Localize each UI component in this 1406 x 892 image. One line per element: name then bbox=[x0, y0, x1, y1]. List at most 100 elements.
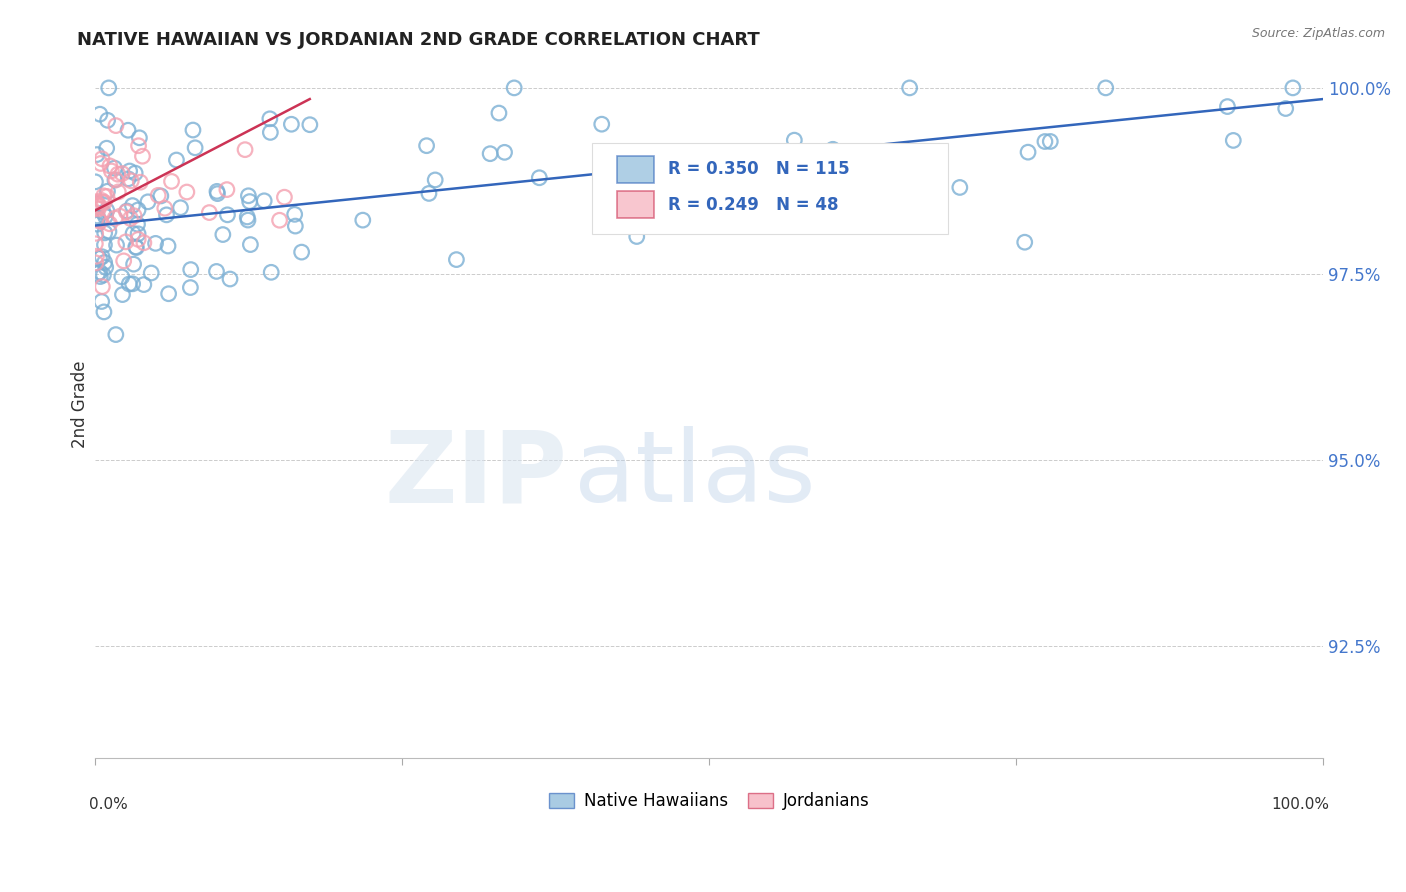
Text: R = 0.350   N = 115: R = 0.350 N = 115 bbox=[668, 161, 851, 178]
Point bbox=[127, 227, 149, 241]
Point bbox=[591, 117, 613, 131]
Point bbox=[153, 201, 176, 215]
Point bbox=[141, 266, 163, 280]
Point bbox=[127, 202, 149, 217]
Point bbox=[157, 239, 180, 253]
Point bbox=[90, 294, 112, 309]
Point bbox=[122, 209, 145, 223]
Point bbox=[93, 255, 115, 269]
Point bbox=[1094, 81, 1116, 95]
Point bbox=[259, 125, 281, 139]
Point bbox=[120, 211, 142, 226]
Text: 0.0%: 0.0% bbox=[89, 797, 128, 812]
Point bbox=[273, 190, 295, 204]
Text: NATIVE HAWAIIAN VS JORDANIAN 2ND GRADE CORRELATION CHART: NATIVE HAWAIIAN VS JORDANIAN 2ND GRADE C… bbox=[77, 31, 761, 49]
Point bbox=[86, 211, 108, 226]
Point bbox=[626, 229, 648, 244]
Point bbox=[238, 188, 260, 202]
Point bbox=[1274, 102, 1296, 116]
Point bbox=[529, 170, 551, 185]
Point bbox=[93, 189, 115, 203]
Point bbox=[236, 213, 259, 227]
Point bbox=[1282, 81, 1305, 95]
Point bbox=[96, 189, 118, 203]
Point bbox=[86, 147, 108, 161]
Point bbox=[284, 219, 307, 233]
Point bbox=[112, 253, 135, 268]
Point bbox=[1222, 133, 1244, 147]
Point bbox=[233, 143, 256, 157]
Point bbox=[253, 194, 276, 208]
Point bbox=[898, 81, 921, 95]
Point bbox=[148, 188, 170, 202]
Point bbox=[488, 106, 510, 120]
Point bbox=[121, 277, 143, 291]
Point bbox=[236, 210, 259, 224]
Point bbox=[778, 208, 800, 222]
Point bbox=[91, 152, 114, 166]
Text: atlas: atlas bbox=[574, 426, 815, 524]
Point bbox=[111, 269, 134, 284]
Point bbox=[84, 194, 107, 209]
Point bbox=[596, 180, 619, 194]
Point bbox=[98, 159, 121, 173]
Point bbox=[93, 268, 115, 282]
Point bbox=[260, 265, 283, 279]
Point bbox=[125, 241, 148, 255]
Point bbox=[1014, 235, 1036, 250]
Point bbox=[100, 164, 122, 178]
Point bbox=[298, 118, 321, 132]
Point bbox=[115, 204, 138, 219]
Point bbox=[122, 227, 145, 241]
Point bbox=[821, 142, 844, 156]
Point bbox=[205, 185, 228, 199]
Point bbox=[97, 225, 120, 239]
Point bbox=[86, 196, 108, 211]
Point bbox=[89, 107, 111, 121]
Point bbox=[685, 178, 707, 192]
Point bbox=[97, 81, 120, 95]
Point bbox=[104, 173, 127, 187]
Point bbox=[166, 153, 188, 167]
Point bbox=[1039, 135, 1062, 149]
Point bbox=[117, 171, 139, 186]
Point bbox=[86, 267, 108, 281]
Point bbox=[98, 217, 121, 231]
Point bbox=[205, 264, 228, 278]
Point bbox=[84, 256, 107, 270]
Point bbox=[770, 188, 793, 202]
Point bbox=[630, 153, 652, 168]
Point bbox=[122, 257, 145, 271]
Point bbox=[259, 112, 281, 126]
Point bbox=[239, 237, 262, 252]
Point bbox=[111, 287, 134, 301]
Point bbox=[479, 146, 502, 161]
Point bbox=[90, 194, 112, 208]
Point bbox=[280, 117, 302, 131]
Point bbox=[118, 164, 141, 178]
Point bbox=[121, 198, 143, 212]
Point bbox=[115, 235, 138, 249]
Point bbox=[269, 213, 291, 227]
FancyBboxPatch shape bbox=[617, 156, 654, 183]
Text: R = 0.249   N = 48: R = 0.249 N = 48 bbox=[668, 196, 839, 214]
Point bbox=[89, 199, 111, 213]
Text: Source: ZipAtlas.com: Source: ZipAtlas.com bbox=[1251, 27, 1385, 40]
Point bbox=[120, 174, 142, 188]
Point bbox=[93, 195, 115, 210]
Point bbox=[124, 166, 146, 180]
Point bbox=[184, 141, 207, 155]
Point bbox=[107, 167, 129, 181]
Point bbox=[425, 173, 447, 187]
Point bbox=[104, 173, 127, 187]
Point bbox=[93, 205, 115, 219]
Point bbox=[91, 279, 114, 293]
Point bbox=[90, 156, 112, 170]
Point bbox=[136, 194, 159, 209]
Point bbox=[207, 186, 229, 201]
Point bbox=[783, 133, 806, 147]
Point bbox=[446, 252, 468, 267]
Point bbox=[104, 119, 127, 133]
Point bbox=[494, 145, 516, 160]
Legend: Native Hawaiians, Jordanians: Native Hawaiians, Jordanians bbox=[541, 785, 876, 816]
